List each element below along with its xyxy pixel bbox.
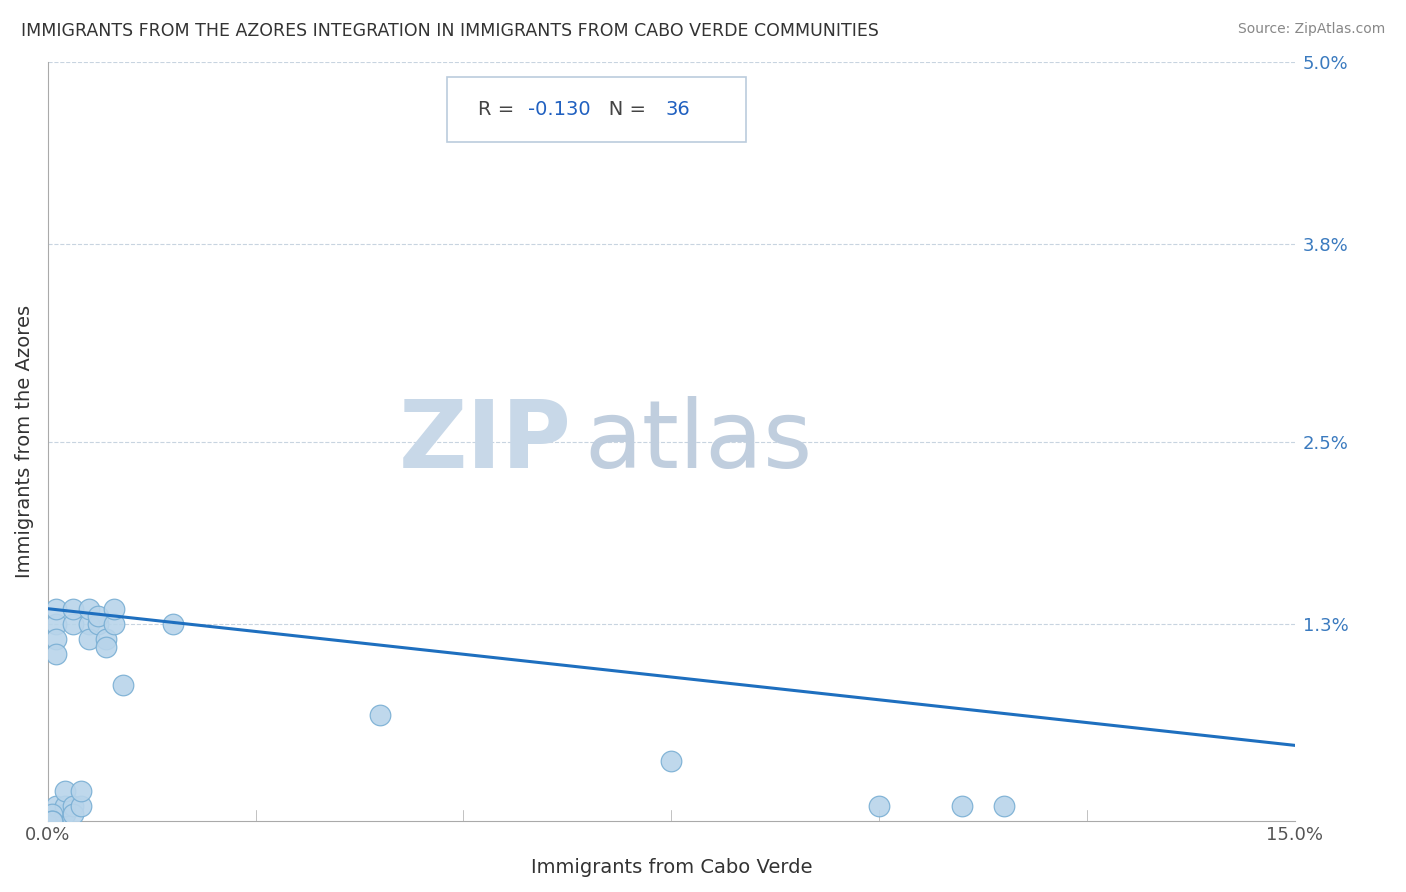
Point	[41, 814, 63, 829]
Point	[162, 616, 184, 631]
Point	[45, 806, 67, 821]
Text: -0.130: -0.130	[527, 100, 591, 120]
Y-axis label: Immigrants from the Azores: Immigrants from the Azores	[15, 305, 34, 578]
Point	[53, 784, 76, 798]
Point	[94, 632, 117, 646]
Point	[79, 632, 101, 646]
Point	[79, 601, 101, 615]
Point	[993, 799, 1015, 814]
Point	[53, 806, 76, 821]
Point	[62, 806, 84, 821]
Point	[79, 616, 101, 631]
Point	[45, 799, 67, 814]
Point	[45, 647, 67, 661]
Point	[87, 616, 110, 631]
FancyBboxPatch shape	[447, 78, 747, 142]
Point	[103, 601, 125, 615]
Text: Source: ZipAtlas.com: Source: ZipAtlas.com	[1237, 22, 1385, 37]
Point	[70, 784, 93, 798]
Point	[103, 616, 125, 631]
Point	[111, 678, 134, 692]
Point	[45, 616, 67, 631]
Text: N =: N =	[591, 100, 652, 120]
Text: ZIP: ZIP	[399, 396, 571, 488]
Point	[41, 814, 63, 829]
Text: 36: 36	[665, 100, 690, 120]
Text: atlas: atlas	[583, 396, 813, 488]
Point	[41, 814, 63, 829]
Point	[53, 799, 76, 814]
Text: IMMIGRANTS FROM THE AZORES INTEGRATION IN IMMIGRANTS FROM CABO VERDE COMMUNITIES: IMMIGRANTS FROM THE AZORES INTEGRATION I…	[21, 22, 879, 40]
X-axis label: Immigrants from Cabo Verde: Immigrants from Cabo Verde	[530, 858, 813, 877]
Point	[659, 754, 682, 768]
Point	[62, 601, 84, 615]
Point	[62, 799, 84, 814]
Point	[62, 616, 84, 631]
Point	[70, 799, 93, 814]
Point	[87, 609, 110, 624]
Point	[45, 632, 67, 646]
Point	[94, 640, 117, 654]
Point	[41, 806, 63, 821]
Point	[868, 799, 890, 814]
Point	[45, 806, 67, 821]
Text: R =: R =	[478, 100, 520, 120]
Point	[950, 799, 973, 814]
Point	[370, 708, 392, 723]
Point	[45, 601, 67, 615]
